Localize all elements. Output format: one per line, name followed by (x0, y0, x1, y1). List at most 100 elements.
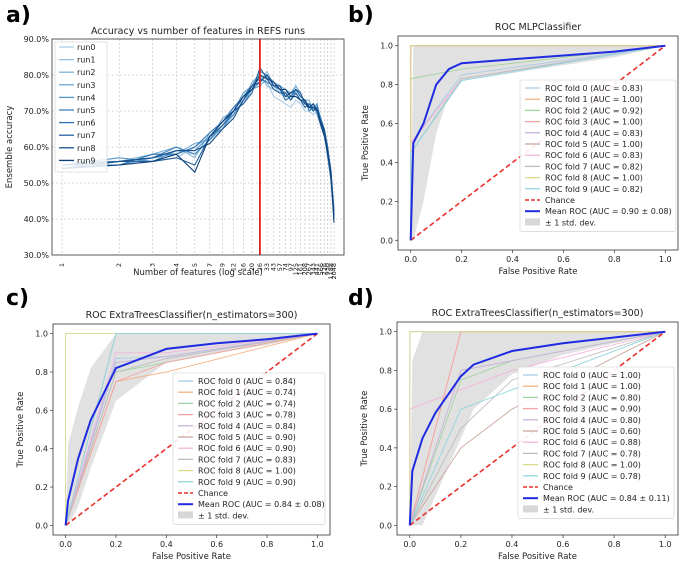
legend-box (172, 372, 326, 525)
y-axis-label: True Positive Rate (360, 391, 370, 468)
legend-label: ROC fold 9 (AUC = 0.78) (543, 472, 641, 481)
y-tick-label: 90.0% (24, 35, 50, 44)
legend-label: ROC fold 1 (AUC = 1.00) (543, 382, 641, 391)
x-axis-label: Number of features (log scale) (133, 268, 263, 278)
x-tick-label: 267 (305, 263, 313, 275)
plot-frame (51, 38, 345, 256)
x-tick-label: 2 (115, 263, 123, 267)
legend-label: ROC fold 9 (AUC = 0.82) (545, 185, 643, 194)
x-tick-label: 0.8 (608, 540, 621, 549)
roc-fold-4-line (409, 331, 666, 526)
legend-label: ROC fold 1 (AUC = 1.00) (545, 95, 643, 104)
roc-fold-9-line (410, 45, 666, 241)
legend-label: ROC fold 8 (AUC = 1.00) (545, 174, 643, 183)
legend-box (519, 79, 677, 232)
legend-swatch (523, 505, 538, 513)
x-tick-label: 930 (324, 263, 332, 275)
x-tick-label: 0.2 (455, 255, 468, 264)
legend-label: ROC fold 2 (AUC = 0.92) (545, 106, 643, 115)
y-tick-label: 80.0% (24, 71, 50, 80)
std-dev-band (410, 45, 666, 241)
y-tick-label: 40.0% (24, 215, 50, 224)
legend: ROC fold 0 (AUC = 0.83) ROC fold 1 (AUC =… (519, 79, 677, 232)
y-tick-label: 50.0% (24, 179, 50, 188)
legend-swatch (178, 511, 193, 519)
y-tick-label: 1.0 (380, 42, 393, 51)
y-tick-label: 0.6 (380, 120, 393, 129)
legend-label: run4 (77, 93, 96, 102)
roc-fold-9-line (65, 333, 318, 526)
legend-label: ROC fold 3 (AUC = 1.00) (545, 118, 643, 127)
legend-label: ROC fold 4 (AUC = 0.83) (545, 129, 643, 138)
legend-label: ROC fold 7 (AUC = 0.78) (543, 449, 641, 458)
panel-letter-a: a) (6, 3, 31, 28)
y-tick-label: 0.4 (380, 158, 393, 167)
y-tick-label: 0.2 (379, 483, 392, 492)
y-tick-label: 0.4 (379, 444, 392, 453)
legend-label: Mean ROC (AUC = 0.90 ± 0.08) (545, 207, 672, 216)
mean-roc-line (64, 332, 318, 526)
x-tick-label: 0.0 (59, 540, 72, 549)
legend-label: ROC fold 8 (AUC = 1.00) (543, 461, 641, 470)
y-tick-label: 0.0 (35, 521, 48, 530)
legend-label: ROC fold 6 (AUC = 0.88) (543, 438, 641, 447)
legend-label: ROC fold 6 (AUC = 0.90) (198, 444, 296, 453)
legend-label: run6 (77, 119, 96, 128)
roc-fold-3-line (65, 333, 318, 526)
panel-letter-d: d) (348, 286, 374, 311)
panel-b-chart: 0.0 0.0 0.2 0.2 0.4 0.4 0.6 0.6 0.8 0.8 1.0 1.0 ROC … (361, 22, 679, 277)
x-tick-label: 0.4 (160, 540, 173, 549)
panel-a-chart: 1 2 3 4 5 7 9 12 16 20 26 3343577497125161208267343… (5, 26, 345, 280)
mean-roc-line (408, 330, 666, 526)
y-tick-label: 1.0 (35, 330, 48, 339)
legend-label: ROC fold 4 (AUC = 0.80) (543, 416, 641, 425)
legend-label: run3 (77, 81, 96, 90)
y-axis-label: Ensemble accuracy (5, 106, 15, 189)
y-tick-label: 60.0% (24, 143, 50, 152)
y-tick-label: 0.2 (380, 197, 393, 206)
x-tick-label: 2048 (330, 263, 338, 280)
x-tick-label: 20 (248, 263, 256, 271)
x-tick-label: 0.4 (506, 540, 519, 549)
legend-label: ROC fold 0 (AUC = 0.83) (545, 84, 643, 93)
legend-label: ROC fold 7 (AUC = 0.83) (198, 455, 296, 464)
legend-label: ROC fold 0 (AUC = 0.84) (198, 377, 296, 386)
chart-title: ROC ExtraTreesClassifier(n_estimators=30… (86, 310, 298, 321)
y-tick-label: 0.8 (379, 366, 392, 375)
y-tick-label: 1.0 (379, 328, 392, 337)
x-tick-label: 1.0 (311, 540, 324, 549)
x-tick-label: 43 (270, 263, 278, 271)
x-tick-label: 125 (292, 263, 300, 275)
y-tick-label: 0.8 (35, 368, 48, 377)
roc-fold-8-line (409, 331, 666, 526)
chart-title: Accuracy vs number of features in REFS r… (91, 26, 305, 37)
panel-letter-b: b) (348, 3, 374, 28)
y-tick-label: 0.0 (379, 521, 392, 530)
chart-title: ROC MLPClassifier (495, 22, 581, 33)
x-tick-label: 1188 (327, 263, 335, 280)
mean-roc-line (409, 44, 666, 241)
x-tick-label: 0.0 (404, 255, 417, 264)
plot-frame (52, 323, 331, 536)
y-tick-label: 30.0% (24, 251, 50, 260)
y-tick-label: 0.8 (380, 81, 393, 90)
legend-label: ROC fold 5 (AUC = 0.60) (543, 427, 641, 436)
x-tick-label: 0.6 (210, 540, 223, 549)
legend-label: ROC fold 9 (AUC = 0.90) (198, 478, 296, 487)
x-axis-label: False Positive Rate (152, 552, 231, 561)
legend-label: ROC fold 2 (AUC = 0.80) (543, 393, 641, 402)
legend-label: ROC fold 3 (AUC = 0.78) (198, 411, 296, 420)
panel-d-chart: 0.0 0.0 0.2 0.2 0.4 0.4 0.6 0.6 0.8 0.8 1.0 1.0 ROC … (360, 308, 679, 561)
legend-box (517, 366, 675, 519)
roc-fold-7-line (409, 331, 666, 526)
legend: ROC fold 0 (AUC = 0.84) ROC fold 1 (AUC =… (172, 372, 326, 525)
x-tick-label: 0.4 (506, 255, 519, 264)
panel-letter-c: c) (6, 286, 29, 311)
legend-box (54, 41, 108, 173)
x-tick-label: 3 (149, 263, 157, 267)
std-dev-band (65, 333, 318, 526)
legend-label: ROC fold 3 (AUC = 0.90) (543, 405, 641, 414)
x-axis-label: False Positive Rate (498, 552, 577, 561)
x-tick-label: 726 (320, 263, 328, 275)
